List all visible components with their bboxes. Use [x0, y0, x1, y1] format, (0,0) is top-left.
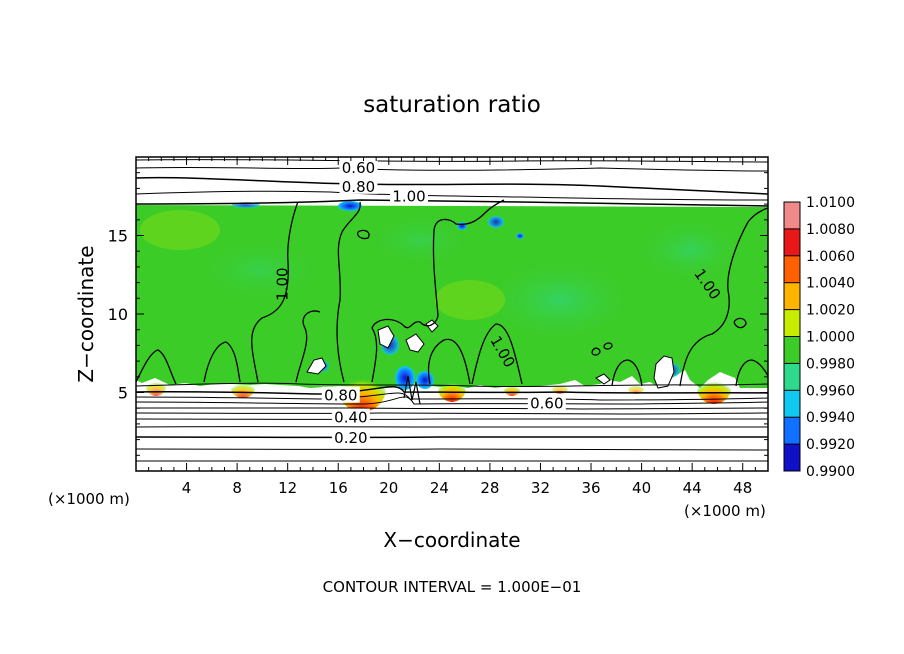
contour-label-bg [331, 429, 370, 446]
x-tick-label: 44 [683, 479, 702, 497]
colorbar-label: 1.0020 [806, 303, 855, 319]
colorbar-label: 0.9900 [806, 464, 855, 480]
x-tick-label: 12 [278, 479, 297, 497]
y-tick-label: 10 [108, 305, 128, 324]
contour-label-group: 1.00 [390, 187, 429, 205]
x-unit-left: (×1000 m) [48, 490, 130, 508]
contour-label-bg [331, 408, 370, 425]
y-tick-label: 5 [118, 384, 128, 403]
x-axis: 4 8 12 16 20 24 28 32 36 40 44 48 [148, 157, 756, 497]
x-tick-label: 20 [379, 479, 398, 497]
contour-label-group: 0.20 [331, 429, 370, 447]
contour-label: 0.40 [334, 409, 367, 427]
contour-label-bg [339, 177, 378, 194]
colorbar-swatch [784, 444, 800, 471]
contour-label-group: 0.40 [331, 408, 370, 427]
y-axis-label: Z−coordinate [74, 245, 98, 382]
contour-label-bg [321, 386, 360, 403]
colorbar-swatch [784, 390, 800, 418]
x-tick-label: 16 [329, 479, 348, 497]
upper-contours [136, 159, 768, 207]
contour-label: 0.60 [530, 394, 563, 412]
x-tick-label: 8 [232, 479, 242, 497]
x-axis-label: X−coordinate [383, 528, 520, 552]
x-tick-label: 40 [632, 479, 651, 497]
colorbar-label: 1.0100 [806, 195, 855, 211]
contour-label: 0.60 [342, 159, 375, 177]
contour-label-group: 0.60 [339, 158, 378, 177]
colorbar-label: 1.0000 [806, 330, 855, 346]
colorbar-label: 1.0080 [806, 222, 855, 238]
x-tick-label: 28 [480, 479, 499, 497]
colorbar-swatch [784, 228, 800, 256]
contour-label: 0.80 [342, 178, 375, 196]
contour-label-group: 0.80 [339, 177, 378, 196]
contour-label-bg [527, 394, 566, 411]
x-tick-label: 32 [531, 479, 550, 497]
colorbar-swatch [784, 417, 800, 445]
colorbar-label: 0.9980 [806, 356, 855, 372]
contour-label-group: 0.80 [321, 386, 360, 405]
contour-label-bg [390, 187, 429, 204]
contour-label: 0.20 [334, 429, 367, 447]
colorbar-swatch [784, 255, 800, 283]
contour-labels: 0.600.801.001.00 1.001.000.80 0.600.400.20 [274, 158, 724, 447]
x-unit-right: (×1000 m) [684, 502, 766, 520]
colorbar-label: 1.0040 [806, 276, 855, 292]
contour-label: 1.00 [274, 267, 292, 300]
colorbar-label: 1.0060 [806, 249, 855, 265]
colorbar-label: 0.9940 [806, 410, 855, 426]
contour-label: 0.80 [324, 387, 357, 405]
x-tick-label: 24 [430, 479, 449, 497]
colorbar-swatch [784, 363, 800, 391]
colorbar-swatch [784, 202, 800, 229]
contour-label: 1.00 [392, 187, 425, 205]
inner-contours [136, 199, 768, 387]
x-tick-label: 4 [182, 479, 192, 497]
colorbar-swatch [784, 336, 800, 364]
y-tick-label: 15 [108, 227, 128, 246]
contour-label-bg [339, 158, 378, 175]
colorbar-label: 0.9960 [806, 383, 855, 399]
contour-label-group: 0.60 [527, 394, 566, 412]
chart-title: saturation ratio [363, 92, 541, 118]
colorbar-swatch [784, 309, 800, 337]
x-tick-label: 36 [581, 479, 600, 497]
colorbar-label: 0.9920 [806, 437, 855, 453]
contour-interval-note: CONTOUR INTERVAL = 1.000E−01 [323, 578, 582, 596]
colorbar-swatch [784, 282, 800, 310]
contour-label-group: 1.00 [274, 267, 292, 300]
lower-contours [136, 375, 768, 462]
plot-area [136, 157, 768, 471]
unsaturated-holes [306, 319, 675, 389]
y-axis: 5 10 15 [108, 172, 768, 456]
colorbar: 1.0100 1.0080 1.0060 1.0040 1.0020 1.0000 0.99… [783, 195, 855, 480]
x-tick-label: 48 [733, 479, 752, 497]
saturated-field [136, 205, 768, 388]
